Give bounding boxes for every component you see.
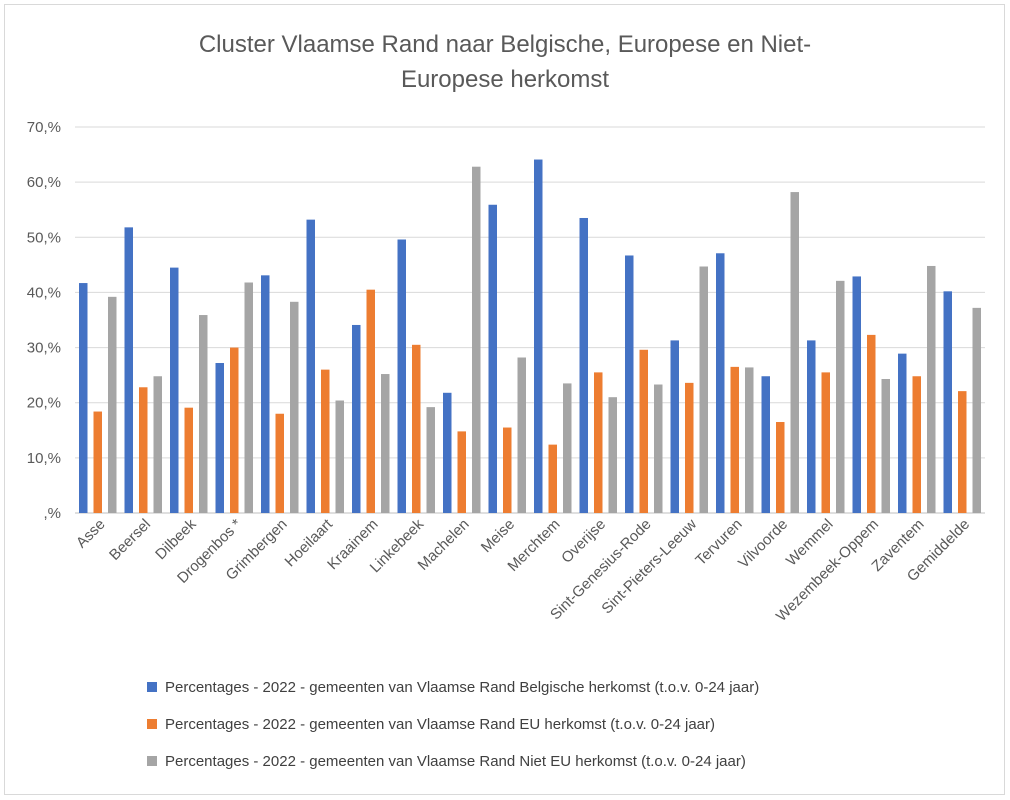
legend-swatch: [147, 719, 157, 729]
bar: [275, 413, 284, 513]
bar: [472, 166, 481, 513]
bar: [199, 315, 208, 513]
legend-swatch: [147, 682, 157, 692]
bar: [108, 296, 117, 513]
bar: [412, 344, 421, 513]
bar: [548, 444, 557, 513]
bar: [563, 383, 572, 513]
bar: [807, 340, 816, 513]
bar: [625, 255, 634, 514]
bar: [93, 411, 102, 513]
x-category-label: Beersel: [106, 516, 154, 564]
bar: [699, 266, 708, 513]
bar: [594, 372, 603, 513]
bar: [972, 307, 981, 513]
x-category-label: Asse: [73, 516, 109, 552]
bar: [898, 353, 907, 513]
bar: [124, 227, 133, 514]
bar: [716, 253, 725, 513]
bar: [745, 367, 754, 513]
bar: [215, 363, 224, 513]
bar: [761, 376, 770, 513]
bar: [654, 384, 663, 513]
bar: [352, 324, 361, 513]
bar: [517, 357, 526, 513]
bar: [776, 422, 785, 513]
legend-swatch: [147, 756, 157, 766]
bar: [244, 282, 253, 513]
y-tick-label: 70,%: [27, 119, 61, 136]
bar: [397, 239, 406, 513]
bar: [579, 217, 588, 513]
bar: [503, 427, 512, 513]
bar: [170, 267, 179, 513]
bar: [836, 280, 845, 513]
x-category-label: Meise: [478, 516, 518, 556]
bar: [867, 334, 876, 513]
bar: [912, 376, 921, 513]
bar: [534, 159, 543, 513]
bar: [685, 382, 694, 513]
chart-title-line-1: Cluster Vlaamse Rand naar Belgische, Eur…: [199, 31, 811, 58]
y-tick-label: 60,%: [27, 174, 61, 191]
y-tick-label: 40,%: [27, 284, 61, 301]
bar: [488, 204, 497, 513]
y-tick-label: 30,%: [27, 340, 61, 357]
bar: [381, 374, 390, 513]
chart-title-line-2: Europese herkomst: [401, 66, 609, 93]
legend-label: Percentages - 2022 - gemeenten van Vlaam…: [165, 753, 746, 770]
x-category-label: Vilvoorde: [735, 516, 791, 572]
bar: [261, 275, 270, 513]
y-tick-label: 10,%: [27, 450, 61, 467]
legend: Percentages - 2022 - gemeenten van Vlaam…: [147, 679, 759, 770]
bar: [426, 407, 435, 513]
bar: [366, 289, 375, 513]
bar: [457, 431, 466, 513]
bar: [958, 391, 967, 513]
y-tick-label: 50,%: [27, 229, 61, 246]
y-tick-label: 20,%: [27, 395, 61, 412]
bar: [443, 392, 452, 513]
bar: [153, 376, 162, 513]
bar: [184, 407, 193, 513]
bar: [927, 265, 936, 513]
bar: [730, 366, 739, 513]
bar: [139, 387, 148, 513]
bar: [821, 372, 830, 513]
bar: [290, 301, 299, 513]
bar: [306, 219, 315, 513]
bars: [79, 159, 981, 514]
bar: [230, 347, 239, 513]
bar: [881, 379, 890, 513]
bar: [639, 349, 648, 513]
bar: [79, 283, 88, 513]
bar: [335, 400, 344, 513]
y-axis-ticks: ,% 10,% 20,% 30,% 40,% 50,% 60,% 70,%: [27, 119, 61, 522]
legend-label: Percentages - 2022 - gemeenten van Vlaam…: [165, 716, 715, 733]
gridlines: [75, 126, 985, 514]
bar: [943, 291, 952, 513]
bar: [852, 276, 861, 513]
bar: [670, 340, 679, 513]
bar: [608, 397, 617, 513]
legend-label: Percentages - 2022 - gemeenten van Vlaam…: [165, 679, 759, 696]
bar: [790, 192, 799, 513]
bar: [321, 369, 330, 513]
y-tick-label: ,%: [43, 505, 61, 522]
